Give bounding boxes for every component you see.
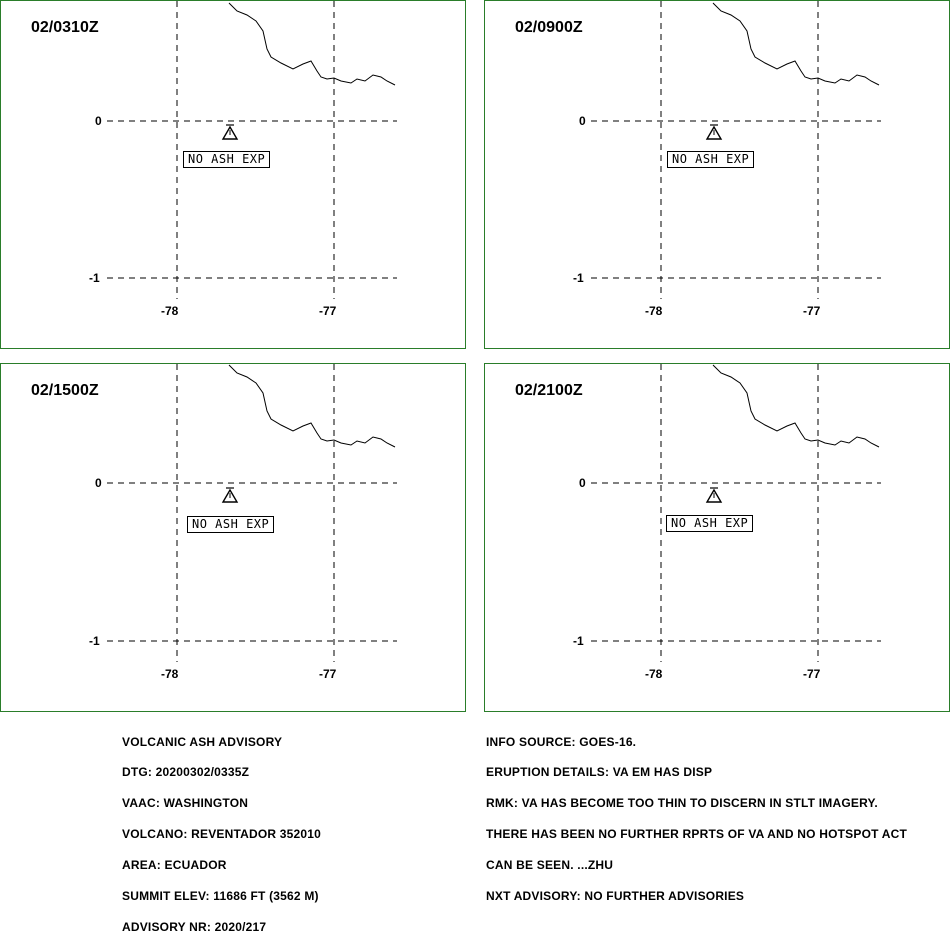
lon-label-minus78: -78 [645, 304, 663, 318]
advisory-line: VAAC: WASHINGTON [122, 796, 249, 811]
volcano-triangle-icon [705, 124, 723, 140]
lon-label-minus78: -78 [161, 667, 179, 681]
no-ash-expected-label: NO ASH EXP [183, 151, 271, 168]
valid-time-label: 02/0900Z [515, 19, 583, 36]
valid-time-label: 02/2100Z [515, 382, 583, 399]
lat-label-0: 0 [579, 476, 586, 490]
lat-label-0: 0 [579, 114, 586, 128]
advisory-line: AREA: ECUADOR [122, 858, 227, 873]
volcano-triangle-icon [705, 487, 723, 503]
advisory-line: ADVISORY NR: 2020/217 [122, 919, 267, 934]
no-ash-expected-label: NO ASH EXP [667, 151, 755, 168]
lat-label-minus1: -1 [89, 634, 100, 648]
lon-label-minus77: -77 [319, 304, 337, 318]
map-grid [107, 1, 397, 299]
lat-label-minus1: -1 [573, 271, 584, 285]
advisory-line: CAN BE SEEN. ...ZHU [486, 858, 614, 873]
map-grid [591, 364, 881, 662]
advisory-line: DTG: 20200302/0335Z [122, 765, 250, 780]
volcano-triangle-icon [221, 487, 239, 503]
advisory-info-left: VOLCANIC ASH ADVISORY DTG: 20200302/0335… [122, 716, 321, 943]
map-panel-2100z: 02/2100Z 0 -1 -78 -77 NO ASH EXP [484, 363, 950, 712]
valid-time-label: 02/0310Z [31, 19, 99, 36]
border-line [712, 2, 880, 86]
advisory-line: ERUPTION DETAILS: VA EM HAS DISP [486, 765, 713, 780]
map-panel-0310z: 02/0310Z 0 -1 -78 -77 NO ASH EXP [0, 0, 466, 349]
no-ash-expected-label: NO ASH EXP [187, 516, 275, 533]
map-grid [107, 364, 397, 662]
lon-label-minus77: -77 [803, 667, 821, 681]
map-panel-0900z: 02/0900Z 0 -1 -78 -77 NO ASH EXP [484, 0, 950, 349]
lat-label-0: 0 [95, 476, 102, 490]
volcano-triangle-icon [221, 124, 239, 140]
lat-label-minus1: -1 [573, 634, 584, 648]
advisory-line: RMK: VA HAS BECOME TOO THIN TO DISCERN I… [486, 796, 878, 811]
advisory-line: VOLCANO: REVENTADOR 352010 [122, 827, 322, 842]
advisory-line: THERE HAS BEEN NO FURTHER RPRTS OF VA AN… [486, 827, 907, 842]
border-line [228, 364, 396, 448]
no-ash-expected-label: NO ASH EXP [666, 515, 754, 532]
advisory-line: INFO SOURCE: GOES-16. [486, 734, 637, 749]
border-line [712, 364, 880, 448]
lon-label-minus78: -78 [161, 304, 179, 318]
border-line [228, 2, 396, 86]
advisory-line: VOLCANIC ASH ADVISORY [122, 734, 283, 749]
advisory-line: NXT ADVISORY: NO FURTHER ADVISORIES [486, 889, 745, 904]
lat-label-minus1: -1 [89, 271, 100, 285]
advisory-line: SUMMIT ELEV: 11686 FT (3562 M) [122, 889, 319, 904]
lon-label-minus78: -78 [645, 667, 663, 681]
lon-label-minus77: -77 [319, 667, 337, 681]
lon-label-minus77: -77 [803, 304, 821, 318]
map-panel-1500z: 02/1500Z 0 -1 -78 -77 NO ASH EXP [0, 363, 466, 712]
map-grid [591, 1, 881, 299]
lat-label-0: 0 [95, 114, 102, 128]
advisory-info-right: INFO SOURCE: GOES-16. ERUPTION DETAILS: … [486, 716, 907, 912]
valid-time-label: 02/1500Z [31, 382, 99, 399]
